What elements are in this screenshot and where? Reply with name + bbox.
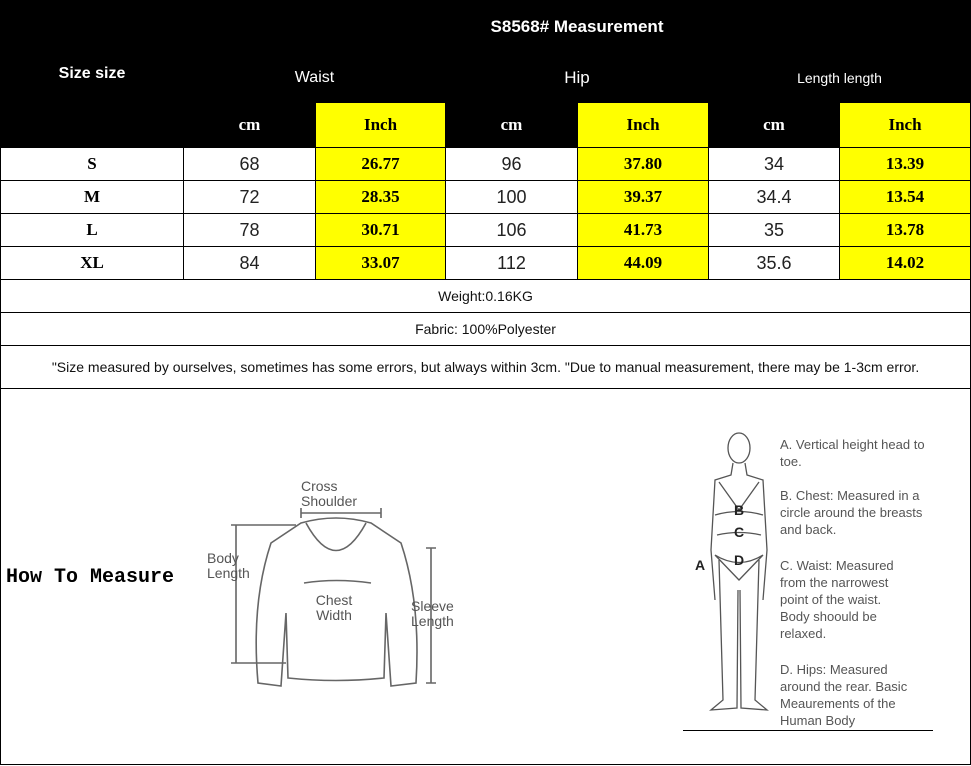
unit-inch: Inch <box>577 102 709 148</box>
size-header: Size size <box>0 0 184 148</box>
note-b: B. Chest: Measured in a circle around th… <box>780 488 923 537</box>
how-to-measure-label: How To Measure <box>6 566 175 589</box>
note-d: D. Hips: Measured around the rear. Basic… <box>780 662 908 728</box>
body-figure-icon <box>709 432 769 711</box>
unit-cm: cm <box>183 102 316 148</box>
weight-info: Weight:0.16KG <box>0 279 971 313</box>
label-d: D <box>734 552 745 568</box>
inch-cell: 26.77 <box>315 147 446 181</box>
size-cell: M <box>0 180 184 214</box>
cross-shoulder-label: Cross Shoulder <box>301 478 358 509</box>
inch-cell: 44.09 <box>577 246 709 280</box>
inch-cell: 33.07 <box>315 246 446 280</box>
unit-inch: Inch <box>838 102 971 148</box>
measurement-note: "Size measured by ourselves, sometimes h… <box>0 345 971 389</box>
inch-cell: 13.78 <box>838 213 971 247</box>
inch-cell: 41.73 <box>577 213 709 247</box>
inch-cell: 30.71 <box>315 213 446 247</box>
body-length-label: Body Length <box>207 550 250 581</box>
cm-cell: 112 <box>445 246 578 280</box>
unit-cm: cm <box>708 102 840 148</box>
unit-cm: cm <box>445 102 578 148</box>
cm-cell: 34 <box>708 147 840 181</box>
inch-cell: 14.02 <box>838 246 971 280</box>
group-length: Length length <box>707 52 971 103</box>
sweater-diagram-icon <box>231 508 436 687</box>
table-row: L 78 30.71 106 41.73 35 13.78 <box>0 213 971 247</box>
table-row: S 68 26.77 96 37.80 34 13.39 <box>0 147 971 181</box>
inch-cell: 13.54 <box>838 180 971 214</box>
cm-cell: 100 <box>445 180 578 214</box>
size-cell: S <box>0 147 184 181</box>
cm-cell: 72 <box>183 180 316 214</box>
size-cell: XL <box>0 246 184 280</box>
table-row: M 72 28.35 100 39.37 34.4 13.54 <box>0 180 971 214</box>
chest-width-label: Chest Width <box>315 592 353 623</box>
inch-cell: 37.80 <box>577 147 709 181</box>
cm-cell: 35.6 <box>708 246 840 280</box>
fabric-info: Fabric: 100%Polyester <box>0 312 971 346</box>
label-c: C <box>734 524 745 540</box>
how-to-measure-section: How To Measure Cross Shoulder Body Lengt… <box>0 388 971 765</box>
cm-cell: 84 <box>183 246 316 280</box>
cm-cell: 96 <box>445 147 578 181</box>
label-b: B <box>734 502 745 518</box>
inch-cell: 39.37 <box>577 180 709 214</box>
size-chart-table: Size size S8568# Measurement Waist Hip L… <box>0 0 971 389</box>
cm-cell: 78 <box>183 213 316 247</box>
note-c: C. Waist: Measured from the narrowest po… <box>780 558 894 641</box>
chart-title: S8568# Measurement <box>182 0 971 53</box>
label-a: A <box>695 557 706 573</box>
table-row: XL 84 33.07 112 44.09 35.6 14.02 <box>0 246 971 280</box>
unit-inch: Inch <box>315 102 446 148</box>
inch-cell: 13.39 <box>838 147 971 181</box>
cm-cell: 106 <box>445 213 578 247</box>
cm-cell: 34.4 <box>708 180 840 214</box>
divider-line <box>683 730 933 731</box>
group-hip: Hip <box>445 52 709 103</box>
note-a: A. Vertical height head to toe. <box>780 437 925 469</box>
inch-cell: 28.35 <box>315 180 446 214</box>
sleeve-length-label: Sleeve Length <box>411 598 454 629</box>
group-waist: Waist <box>183 52 446 103</box>
cm-cell: 68 <box>183 147 316 181</box>
cm-cell: 35 <box>708 213 840 247</box>
size-cell: L <box>0 213 184 247</box>
